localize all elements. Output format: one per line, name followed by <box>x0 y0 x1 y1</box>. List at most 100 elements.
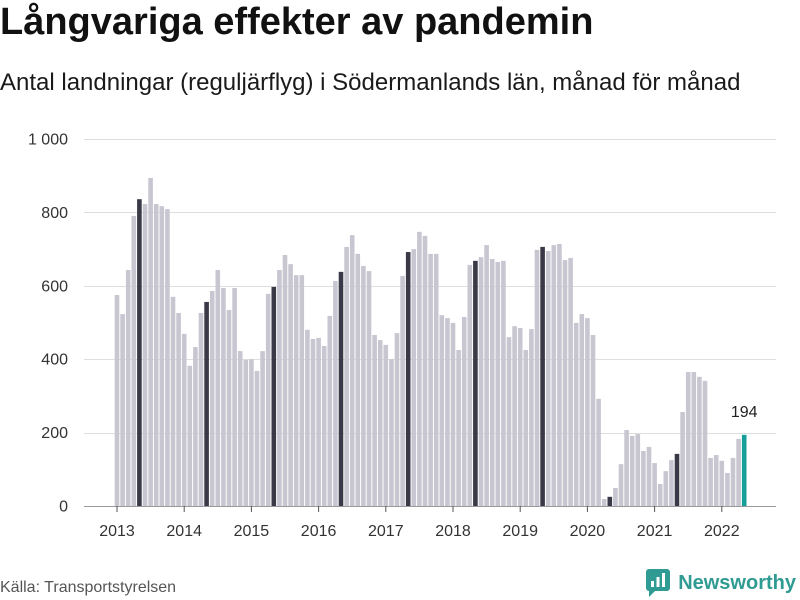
bar <box>243 359 249 506</box>
bar <box>573 322 579 506</box>
bar <box>428 253 433 506</box>
chart-title: Långvariga effekter av pandemin <box>0 1 594 43</box>
bar <box>209 290 215 506</box>
bar <box>226 310 232 506</box>
bar <box>663 471 669 506</box>
y-tick-label: 400 <box>41 352 68 369</box>
bar <box>478 257 484 506</box>
bar <box>383 344 389 506</box>
bar <box>310 339 316 506</box>
bar <box>590 334 596 506</box>
bar <box>349 235 355 506</box>
bar <box>159 206 165 506</box>
bar <box>641 450 646 506</box>
bar <box>187 365 193 506</box>
bar <box>215 270 221 506</box>
bar <box>456 350 461 506</box>
bar-highlighted <box>204 301 209 506</box>
bar <box>562 260 568 506</box>
bar <box>321 345 327 506</box>
bar <box>221 288 226 506</box>
bar <box>193 347 198 506</box>
bar <box>417 231 422 506</box>
bar-highlighted <box>405 252 411 506</box>
bar-highlighted <box>674 453 680 506</box>
bar <box>327 315 333 506</box>
bar <box>618 464 624 506</box>
x-tick-label: 2021 <box>637 523 673 540</box>
bar <box>366 271 372 506</box>
bar <box>495 261 501 506</box>
bar <box>439 315 445 506</box>
bar <box>669 460 674 507</box>
bar <box>523 350 529 506</box>
bar-highlighted <box>271 286 277 506</box>
x-tick-label: 2017 <box>368 523 404 540</box>
newsworthy-logo-icon <box>646 569 671 597</box>
bar <box>551 245 557 506</box>
bar <box>181 333 187 506</box>
bar <box>333 281 338 506</box>
bar <box>629 435 635 506</box>
bar <box>232 288 237 506</box>
bar <box>450 322 456 506</box>
bar <box>142 203 148 506</box>
bar <box>316 337 321 506</box>
bar <box>394 333 400 506</box>
bar <box>293 275 299 506</box>
bar-highlighted <box>473 260 478 506</box>
y-tick-label: 0 <box>59 499 68 516</box>
bar <box>680 412 685 506</box>
bar-highlighted <box>540 246 545 506</box>
x-tick-label: 2019 <box>502 523 538 540</box>
bar <box>377 340 383 506</box>
bar-highlighted <box>338 271 344 506</box>
bar <box>260 351 265 506</box>
y-tick-label: 800 <box>41 205 68 222</box>
chart-subtitle: Antal landningar (reguljärflyg) i Söderm… <box>0 69 741 96</box>
x-tick-label: 2020 <box>570 523 606 540</box>
bar <box>624 430 629 506</box>
bar <box>635 434 641 506</box>
bar <box>282 254 288 506</box>
bar <box>170 296 176 506</box>
bar <box>730 457 736 506</box>
bar <box>445 318 450 506</box>
bar <box>489 259 495 506</box>
bar <box>534 249 540 506</box>
bar <box>568 257 573 506</box>
x-tick-label: 2014 <box>166 523 202 540</box>
bar <box>646 446 652 506</box>
bar <box>736 438 741 506</box>
bar <box>512 326 517 506</box>
brand-logo: Newsworthy <box>646 568 796 598</box>
bar <box>596 398 601 506</box>
bar <box>355 253 361 506</box>
bar <box>685 372 691 506</box>
bar <box>265 293 271 506</box>
bar <box>400 275 405 506</box>
value-annotation: 194 <box>731 404 758 421</box>
bar <box>708 457 713 506</box>
bar <box>501 260 506 506</box>
bar <box>148 177 153 506</box>
bar <box>411 249 417 506</box>
bar <box>613 488 618 506</box>
bar <box>153 203 159 506</box>
bar-highlighted <box>607 496 613 506</box>
bar <box>131 216 137 506</box>
bar <box>344 246 349 506</box>
bar <box>585 318 590 506</box>
bar-chart: 0 200 400 600 800 1 000 2013 2014 2015 2016 2017 20… <box>28 132 776 540</box>
y-tick-label: 600 <box>41 278 68 295</box>
bars <box>114 177 747 507</box>
bar <box>305 329 310 506</box>
bar <box>517 328 523 506</box>
bar <box>165 209 170 506</box>
bar <box>484 245 489 506</box>
x-tick-label: 2013 <box>99 523 135 540</box>
bar <box>467 264 473 506</box>
bar <box>433 253 439 506</box>
bar <box>529 329 534 506</box>
bar <box>198 312 204 506</box>
